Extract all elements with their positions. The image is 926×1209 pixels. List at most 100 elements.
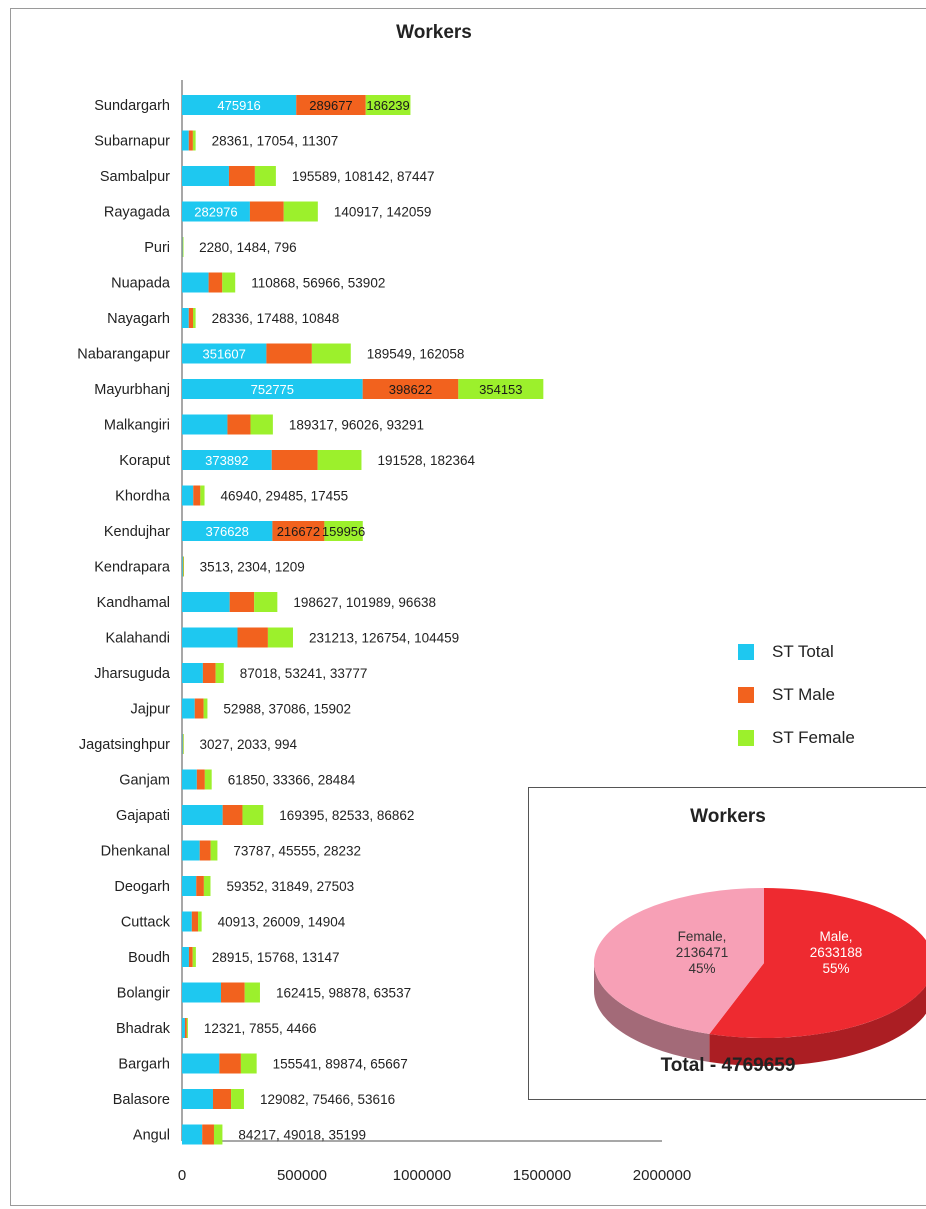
bar-st-female-balasore [231, 1089, 244, 1109]
pie-chart-panel: Male, 2633188 55% Female, 2136471 45% Workers… [528, 787, 926, 1100]
bar-st-female-bargarh [240, 1053, 257, 1074]
data-label-dhenkanal: 73787, 45555, 28232 [233, 844, 361, 859]
category-label-puri: Puri [144, 240, 170, 256]
category-label-jajpur: Jajpur [131, 702, 171, 718]
category-label-deogarh: Deogarh [114, 879, 170, 895]
bar-st-total-subarnapur [182, 130, 189, 151]
data-label-nabarangapur: 189549, 162058 [367, 347, 465, 362]
bar-st-total-nuapada [182, 272, 209, 293]
bar-st-female-kendujhar [324, 521, 363, 541]
bar-st-male-koraput [271, 450, 318, 470]
chart-legend: ST Total ST Male ST Female [738, 630, 855, 759]
bar-st-total-bhadrak [182, 1018, 185, 1038]
bar-st-male-balasore [212, 1089, 232, 1109]
pie-label-female: Female, [678, 929, 727, 944]
bar-st-total-kendujhar [182, 521, 273, 541]
legend-item-st-female: ST Female [738, 716, 855, 759]
bar-st-total-jagatsinghpur [182, 734, 183, 754]
bar-st-male-bargarh [219, 1053, 241, 1074]
legend-swatch-st-male [738, 686, 754, 703]
category-label-malkangiri: Malkangiri [104, 418, 170, 434]
bar-st-total-malkangiri [182, 414, 228, 435]
data-label-female-sundargarh: 186239 [366, 98, 409, 113]
bar-st-female-jharsuguda [215, 663, 224, 683]
bar-st-total-nabarangapur [182, 343, 267, 364]
bar-st-total-kendrapara [182, 556, 183, 577]
category-label-koraput: Koraput [119, 453, 170, 469]
category-label-bhadrak: Bhadrak [116, 1021, 171, 1037]
bar-st-total-kandhamal [182, 592, 230, 612]
data-label-deogarh: 59352, 31849, 27503 [226, 879, 354, 894]
bar-st-male-rayagada [249, 201, 284, 222]
bar-st-male-kandhamal [229, 592, 255, 612]
data-label-cuttack: 40913, 26009, 14904 [218, 915, 346, 930]
bar-st-male-sambalpur [228, 166, 255, 186]
data-label-ganjam: 61850, 33366, 28484 [228, 773, 356, 788]
category-label-balasore: Balasore [113, 1092, 170, 1108]
bar-st-female-bolangir [244, 982, 260, 1003]
x-tick-label: 2000000 [633, 1167, 691, 1184]
data-label-koraput: 191528, 182364 [377, 453, 475, 468]
bar-st-female-subarnapur [192, 130, 196, 151]
bar-st-male-malkangiri [227, 414, 251, 435]
category-label-subarnapur: Subarnapur [94, 134, 170, 150]
data-label-kendrapara: 3513, 2304, 1209 [200, 560, 305, 575]
legend-label-st-female: ST Female [772, 727, 855, 747]
bar-st-total-bolangir [182, 982, 221, 1003]
bar-st-male-kendrapara [182, 556, 184, 577]
data-label-jajpur: 52988, 37086, 15902 [223, 702, 351, 717]
data-label-kandhamal: 198627, 101989, 96638 [293, 595, 436, 610]
bar-st-female-bhadrak [186, 1018, 188, 1038]
x-tick-label: 1000000 [393, 1167, 451, 1184]
bar-st-female-angul [213, 1124, 223, 1145]
pie-label-male: 55% [822, 961, 849, 976]
data-label-total-kendujhar: 376628 [206, 524, 249, 539]
data-label-sambalpur: 195589, 108142, 87447 [292, 169, 435, 184]
bar-st-female-nuapada [222, 272, 236, 293]
bar-st-total-kalahandi [182, 627, 238, 648]
data-label-boudh: 28915, 15768, 13147 [212, 950, 340, 965]
pie-chart-title: Workers [690, 806, 766, 827]
data-label-total-nabarangapur: 351607 [202, 347, 245, 362]
data-label-khordha: 46940, 29485, 17455 [221, 489, 349, 504]
bar-st-male-sundargarh [296, 95, 366, 115]
data-label-male-sundargarh: 289677 [309, 98, 352, 113]
data-label-jagatsinghpur: 3027, 2033, 994 [199, 737, 297, 752]
bar-st-male-nuapada [208, 272, 223, 293]
category-label-angul: Angul [133, 1128, 170, 1144]
data-label-gajapati: 169395, 82533, 86862 [279, 808, 414, 823]
bar-st-total-jajpur [182, 698, 195, 719]
pie-slice-male [709, 888, 926, 1038]
bar-st-male-bolangir [220, 982, 245, 1003]
bar-st-total-sundargarh [182, 95, 297, 115]
bar-st-total-cuttack [182, 911, 192, 932]
bar-st-male-jajpur [194, 698, 204, 719]
bar-st-male-jharsuguda [202, 663, 216, 683]
bar-st-total-boudh [182, 947, 189, 967]
data-label-nuapada: 110868, 56966, 53902 [251, 276, 385, 291]
data-label-malkangiri: 189317, 96026, 93291 [289, 418, 424, 433]
category-label-kendujhar: Kendujhar [104, 524, 170, 540]
pie-label-female: 2136471 [676, 945, 729, 960]
pie-side-male [709, 985, 926, 1066]
bar-st-male-nabarangapur [266, 343, 312, 364]
bar-st-male-puri [182, 237, 184, 257]
pie-slice-female [594, 888, 764, 1035]
category-label-dhenkanal: Dhenkanal [101, 844, 170, 860]
bar-st-male-dhenkanal [199, 840, 211, 861]
bar-st-female-deogarh [203, 876, 211, 896]
legend-item-st-total: ST Total [738, 630, 855, 673]
bar-st-male-bhadrak [184, 1018, 187, 1038]
bar-st-male-nayagarh [188, 308, 193, 328]
bar-st-male-mayurbhanj [362, 379, 459, 399]
legend-label-st-male: ST Male [772, 684, 835, 704]
bar-st-male-subarnapur [188, 130, 193, 151]
bar-st-total-koraput [182, 450, 272, 470]
category-label-cuttack: Cuttack [121, 915, 171, 931]
bar-st-total-deogarh [182, 876, 197, 896]
category-label-jharsuguda: Jharsuguda [94, 666, 171, 682]
data-label-bhadrak: 12321, 7855, 4466 [204, 1021, 317, 1036]
data-label-total-mayurbhanj: 752775 [251, 382, 294, 397]
data-label-male-mayurbhanj: 398622 [389, 382, 432, 397]
